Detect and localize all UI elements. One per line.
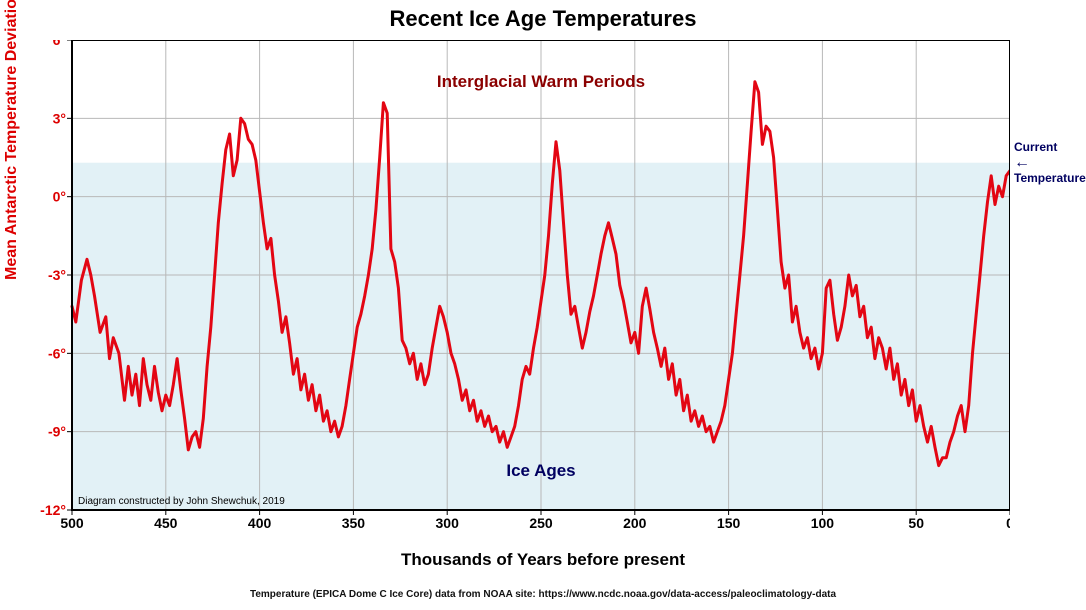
- y-axis-label: Mean Antarctic Temperature Deviations (°…: [3, 0, 21, 280]
- chart-container: Recent Ice Age Temperatures Mean Antarct…: [0, 0, 1086, 610]
- chart-title: Recent Ice Age Temperatures: [0, 6, 1086, 32]
- current-label-bottom: Temperature: [1014, 171, 1086, 185]
- svg-text:500: 500: [60, 515, 84, 531]
- svg-text:0°: 0°: [53, 189, 66, 205]
- plot-svg: -12°-9°-6°-3°0°3°6°500450400350300250200…: [32, 40, 1010, 534]
- svg-text:50: 50: [908, 515, 924, 531]
- plot-area: -12°-9°-6°-3°0°3°6°500450400350300250200…: [72, 40, 1010, 510]
- svg-text:350: 350: [342, 515, 366, 531]
- svg-text:-9°: -9°: [48, 424, 66, 440]
- svg-text:200: 200: [623, 515, 647, 531]
- x-axis-label: Thousands of Years before present: [0, 550, 1086, 570]
- svg-text:300: 300: [436, 515, 460, 531]
- svg-text:Ice Ages: Ice Ages: [506, 461, 575, 480]
- current-label-top: Current: [1014, 140, 1057, 154]
- svg-text:100: 100: [811, 515, 835, 531]
- attribution-text: Diagram constructed by John Shewchuk, 20…: [78, 496, 285, 507]
- svg-text:3°: 3°: [53, 110, 66, 126]
- svg-text:0: 0: [1006, 515, 1010, 531]
- footer-source: Temperature (EPICA Dome C Ice Core) data…: [0, 589, 1086, 600]
- arrow-left-icon: ←: [1014, 154, 1030, 171]
- svg-text:150: 150: [717, 515, 741, 531]
- svg-text:250: 250: [529, 515, 553, 531]
- svg-text:450: 450: [154, 515, 178, 531]
- svg-text:6°: 6°: [53, 40, 66, 48]
- current-temp-annotation: Current ← Temperature: [1014, 141, 1086, 185]
- svg-text:Interglacial Warm Periods: Interglacial Warm Periods: [437, 72, 645, 91]
- svg-text:-6°: -6°: [48, 345, 66, 361]
- svg-text:-3°: -3°: [48, 267, 66, 283]
- svg-text:400: 400: [248, 515, 272, 531]
